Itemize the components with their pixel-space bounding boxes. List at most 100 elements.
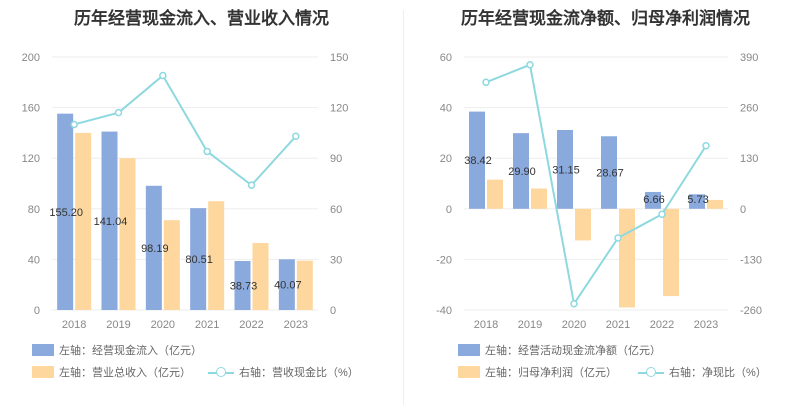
right-x-tick-label: 2023 (694, 319, 718, 331)
left-bar-b (75, 132, 92, 310)
left-bar-b (252, 242, 269, 310)
left-ratio-point (114, 108, 123, 117)
left-legend-a[interactable]: 左轴：经营现金流入（亿元） (32, 342, 202, 358)
left-left-tick-label: 200 (22, 52, 40, 64)
left-bar-a (145, 185, 162, 310)
legend-swatch-net-cash-flow (458, 344, 480, 356)
right-legend-a[interactable]: 左轴：经营活动现金流净额（亿元） (458, 342, 661, 358)
right-left-tick-label: -40 (436, 305, 452, 317)
right-right-tick-label: -130 (740, 254, 762, 266)
right-chart-panel: 历年经营现金流净额、归母净利润情况 -40 -260 -20 -130 0 0 20 130 4… (404, 0, 807, 415)
left-data-label: 98.19 (141, 243, 169, 255)
right-data-label: 31.15 (552, 164, 580, 176)
legend-label-net-cash-flow: 左轴：经营活动现金流净额（亿元） (485, 345, 661, 357)
right-legend-c[interactable]: 右轴：净现比（%） (638, 364, 767, 380)
left-chart-title: 历年经营现金流入、营业收入情况 (74, 9, 329, 28)
right-left-tick-label: -20 (436, 254, 452, 266)
legend-swatch-revenue-cash-ratio (208, 366, 234, 378)
legend-label-revenue-cash-ratio: 右轴：营收现金比（%） (239, 367, 359, 379)
right-ratio-point (482, 78, 490, 87)
right-right-tick-label: 130 (740, 153, 758, 165)
right-bar-b (619, 208, 635, 308)
left-chart-plot: 0 0 40 30 80 60 120 90 160 120 200 150 2018 2019 2020 2… (22, 52, 349, 331)
right-bar-a (601, 136, 617, 209)
left-bar-a (234, 261, 251, 310)
right-bar-b (663, 208, 679, 297)
right-ratio-point (526, 61, 534, 69)
left-right-tick-label: 60 (330, 204, 342, 216)
legend-swatch-revenue (32, 366, 54, 378)
left-left-tick-label: 80 (28, 204, 40, 216)
left-x-tick-label: 2023 (284, 319, 308, 331)
left-bar-a (101, 131, 118, 310)
left-ratio-point (70, 120, 78, 129)
left-x-tick-label: 2022 (239, 319, 263, 331)
right-data-label: 5.73 (687, 194, 708, 206)
left-bar-a (278, 259, 295, 310)
left-ratio-point (159, 71, 167, 80)
left-right-tick-label: 0 (330, 305, 336, 317)
legend-swatch-net-profit (458, 366, 480, 378)
right-bar-a (689, 194, 705, 209)
left-x-tick-label: 2019 (106, 319, 130, 331)
right-left-tick-label: 0 (446, 204, 452, 216)
legend-swatch-net-cash-ratio (638, 366, 664, 378)
left-data-label: 80.51 (185, 254, 213, 266)
left-left-tick-label: 120 (22, 153, 40, 165)
left-x-tick-label: 2021 (195, 319, 219, 331)
right-bar-a (469, 111, 485, 209)
left-bar-a (57, 113, 74, 310)
left-x-tick-label: 2018 (62, 319, 86, 331)
left-legend-c[interactable]: 右轴：营收现金比（%） (208, 364, 359, 380)
right-bar-b (575, 208, 591, 241)
left-bar-b (163, 220, 180, 310)
right-right-tick-label: -260 (740, 305, 762, 317)
left-legend-b[interactable]: 左轴：营业总收入（亿元） (32, 364, 191, 380)
left-right-tick-label: 120 (330, 103, 348, 115)
right-bar-a (645, 191, 661, 209)
right-left-tick-label: 20 (440, 153, 452, 165)
right-bar-b (707, 199, 723, 209)
left-right-tick-label: 150 (330, 52, 348, 64)
right-ratio-point (702, 141, 710, 150)
left-ratio-line (73, 74, 297, 187)
right-ratio-point (658, 210, 666, 218)
right-bar-a (557, 129, 573, 209)
left-bar-a (190, 208, 207, 310)
right-data-label: 29.90 (508, 166, 536, 178)
right-x-tick-label: 2022 (650, 319, 674, 331)
right-left-tick-label: 60 (440, 52, 452, 64)
left-x-tick-label: 2020 (151, 319, 175, 331)
legend-swatch-cash-inflow (32, 344, 54, 356)
left-left-tick-label: 0 (34, 305, 40, 317)
left-bar-b (208, 201, 225, 310)
left-chart-panel: 历年经营现金流入、营业收入情况 0 0 40 30 80 60 120 90 160 120 200… (0, 0, 403, 415)
legend-label-net-profit: 左轴：归母净利润（亿元） (485, 367, 617, 379)
right-ratio-line (485, 63, 707, 307)
right-right-tick-label: 260 (740, 103, 758, 115)
right-data-label: 28.67 (596, 168, 624, 180)
left-data-label: 38.73 (230, 281, 258, 293)
left-data-label: 40.07 (274, 280, 302, 292)
right-x-tick-label: 2018 (474, 319, 498, 331)
right-bar-b (531, 188, 547, 209)
left-data-label: 155.20 (49, 207, 83, 219)
left-ratio-point (203, 147, 211, 156)
right-right-tick-label: 390 (740, 52, 758, 64)
right-x-tick-label: 2021 (606, 319, 630, 331)
right-ratio-point (570, 300, 578, 308)
left-data-label: 141.04 (94, 216, 128, 228)
legend-label-revenue: 左轴：营业总收入（亿元） (59, 367, 191, 379)
left-ratio-point (292, 132, 300, 141)
left-left-tick-label: 160 (22, 103, 40, 115)
legend-label-cash-inflow: 左轴：经营现金流入（亿元） (59, 345, 202, 357)
left-bar-b (296, 260, 313, 310)
left-bar-b (119, 158, 136, 310)
left-ratio-point (247, 181, 256, 189)
right-chart-title: 历年经营现金流净额、归母净利润情况 (461, 9, 750, 28)
left-right-tick-label: 30 (330, 254, 342, 266)
left-right-tick-label: 90 (330, 153, 342, 165)
right-bar-a (513, 133, 529, 209)
right-legend-b[interactable]: 左轴：归母净利润（亿元） (458, 364, 617, 380)
right-chart-plot: -40 -260 -20 -130 0 0 20 130 40 260 60 390 2018 2019 2… (436, 52, 762, 331)
